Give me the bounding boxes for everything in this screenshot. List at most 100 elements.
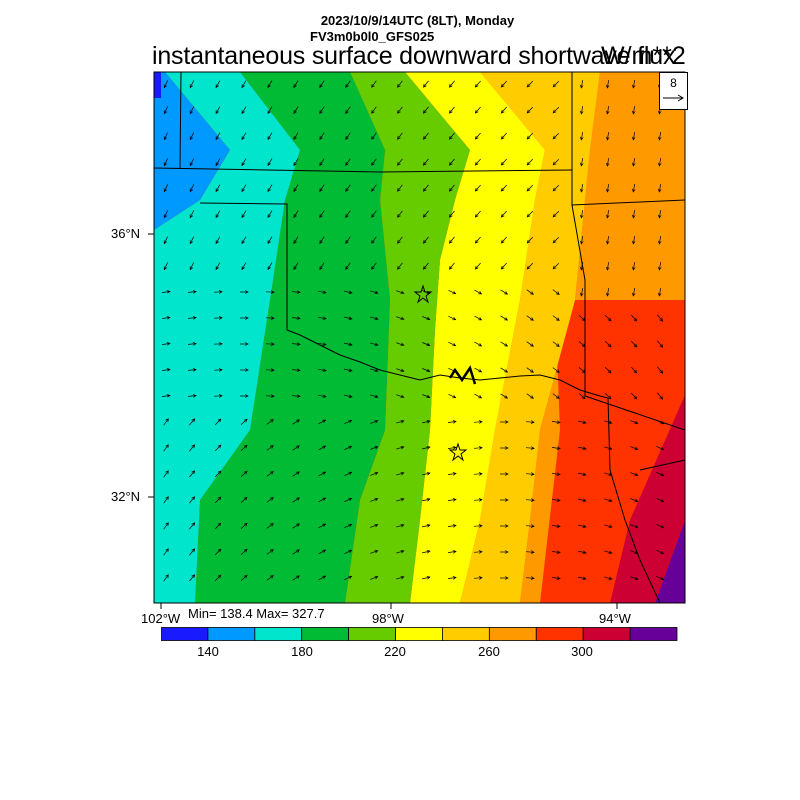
wind-vector <box>215 80 221 88</box>
wind-vector-head <box>244 290 249 294</box>
wind-vector <box>501 184 507 192</box>
wind-vector-head <box>426 497 431 502</box>
wind-vector-head <box>293 162 297 167</box>
wind-vector <box>632 80 636 88</box>
wind-vector <box>632 210 636 218</box>
wind-vector-head <box>319 84 323 89</box>
wind-vector-head <box>581 395 586 400</box>
wind-vector <box>422 446 430 450</box>
band-crimson <box>610 395 685 603</box>
wind-vector-head <box>397 109 401 114</box>
wind-vector <box>370 550 378 554</box>
wind-vector-head <box>608 524 613 529</box>
wind-vector <box>370 394 378 398</box>
wind-vector-head <box>658 292 662 297</box>
wind-vector-head <box>165 574 169 578</box>
wind-vector <box>449 210 455 218</box>
wind-vector-head <box>270 290 275 294</box>
map-frame <box>153 71 686 604</box>
wind-vector <box>292 445 300 451</box>
wind-vector <box>578 393 586 399</box>
wind-vector-head <box>319 188 323 193</box>
band-darkorange <box>520 72 685 603</box>
wind-vector <box>267 184 273 192</box>
wind-vector <box>266 419 274 425</box>
wind-vector <box>422 342 430 346</box>
wind-vector-head <box>192 342 197 346</box>
wind-vector <box>189 132 195 140</box>
wind-vector <box>215 236 221 244</box>
wind-vector-head <box>426 471 431 476</box>
wind-vector-head <box>530 369 534 373</box>
wind-vector-head <box>348 471 353 476</box>
station-star-marker <box>413 284 433 304</box>
wind-vector <box>240 471 248 477</box>
wind-vector-head <box>192 368 197 372</box>
wind-vector <box>526 132 534 140</box>
wind-vector <box>371 236 377 244</box>
wind-vector <box>396 394 404 398</box>
wind-vector <box>656 445 664 451</box>
wind-vector-head <box>371 214 375 218</box>
wind-vector <box>318 575 326 581</box>
band-green <box>195 72 390 603</box>
wind-vector <box>163 496 169 504</box>
wind-vector <box>319 158 325 166</box>
wind-vector <box>604 366 612 374</box>
wind-vector-head <box>296 549 300 553</box>
wind-vector-head <box>423 187 427 192</box>
wind-vector-head <box>345 240 349 244</box>
wind-vector <box>525 577 535 579</box>
wind-vector <box>658 158 662 166</box>
wind-vector-head <box>580 188 584 193</box>
wind-vector-head <box>189 136 194 141</box>
wind-vector <box>525 421 535 423</box>
wind-vector-head <box>556 472 561 476</box>
wind-vector-head <box>241 110 245 115</box>
wind-vector-head <box>269 419 274 423</box>
wind-vector-head <box>218 342 223 346</box>
wind-vector <box>656 523 664 529</box>
wind-vector-head <box>449 187 453 192</box>
wind-vector-head <box>348 523 353 528</box>
wind-vector-head <box>166 342 171 346</box>
wind-vector-head <box>215 84 219 89</box>
wind-vector <box>266 575 274 581</box>
wind-vector-head <box>606 240 610 245</box>
wind-vector-head <box>165 470 169 474</box>
wind-vector-head <box>526 135 531 140</box>
wind-vector <box>370 342 378 346</box>
wind-vector <box>267 262 273 270</box>
wind-vector <box>267 158 273 166</box>
wind-vector-head <box>296 316 301 320</box>
wind-vector <box>580 184 584 192</box>
wind-vector <box>344 471 352 477</box>
wind-vector <box>578 472 586 476</box>
wind-vector-head <box>504 395 509 399</box>
wind-vector-head <box>426 445 431 450</box>
wind-vector-head <box>423 109 427 114</box>
wind-vector-head <box>166 290 171 294</box>
wind-vector-head <box>526 109 531 114</box>
wind-vector-head <box>606 136 610 141</box>
wind-vector <box>449 236 455 244</box>
wind-vector-head <box>348 290 353 295</box>
wind-vector <box>449 158 455 166</box>
wind-vector <box>422 498 430 502</box>
wind-vector-head <box>658 162 662 167</box>
wind-vector-head <box>552 213 557 218</box>
wind-vector-head <box>218 368 223 372</box>
lon-label-102w: 102°W <box>141 611 181 626</box>
wind-vector <box>345 80 351 88</box>
wind-vector-head <box>270 394 275 398</box>
wind-vector <box>214 574 222 582</box>
wind-vector <box>578 550 586 554</box>
wind-vector-head <box>215 136 219 141</box>
wind-vector <box>189 496 195 504</box>
wind-vector <box>397 158 403 166</box>
wind-vector-head <box>267 214 271 219</box>
wind-vector <box>630 472 638 476</box>
wind-vector-head <box>165 548 169 552</box>
wind-vector-head <box>474 161 479 166</box>
wind-vector <box>318 368 326 372</box>
